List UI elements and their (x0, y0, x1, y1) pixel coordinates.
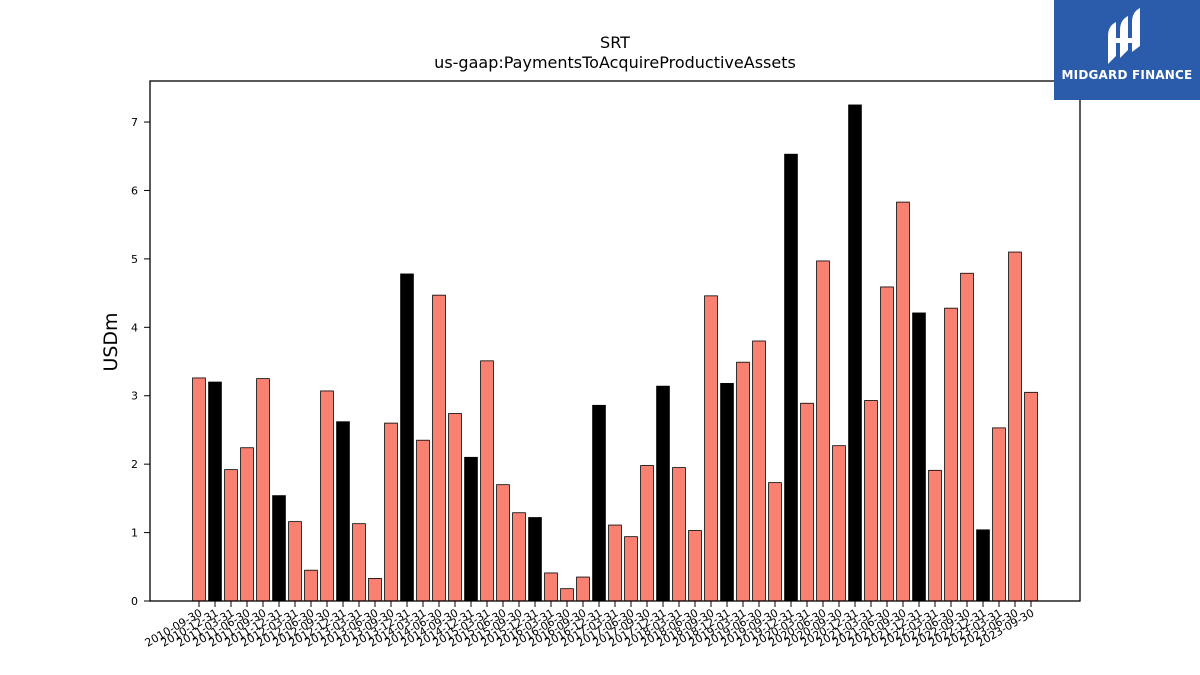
bar-2022-12-31 (976, 529, 990, 602)
bar-2022-06-30 (944, 307, 958, 602)
y-tick-label: 6 (131, 184, 138, 197)
bar-2011-03-31 (224, 469, 238, 602)
bar-2019-03-31 (736, 361, 750, 602)
bar-2020-12-31 (848, 104, 862, 602)
y-axis-ticks: 0 1 2 3 4 5 6 7 (131, 116, 150, 608)
y-tick-label: 2 (131, 458, 138, 471)
midgard-logo-icon (1108, 8, 1140, 64)
bar-2016-03-31 (544, 572, 558, 602)
bar-2016-06-30 (560, 588, 574, 602)
bar-2014-03-31 (416, 439, 430, 602)
y-axis-label: USDm (100, 312, 122, 371)
bar-2018-12-31 (720, 383, 734, 602)
bar-2019-09-30 (768, 482, 782, 602)
y-tick-label: 1 (131, 527, 138, 540)
bar-2021-12-31 (912, 312, 926, 602)
y-tick-label: 4 (131, 321, 138, 334)
logo-text: MIDGARD FINANCE (1061, 68, 1193, 82)
bar-2020-06-30 (816, 260, 830, 602)
bar-2023-03-31 (992, 427, 1006, 602)
bar-2012-06-30 (304, 569, 318, 602)
bar-2017-06-30 (624, 536, 638, 602)
bars-group (192, 104, 1038, 602)
y-tick-label: 3 (131, 390, 138, 403)
bar-2012-03-31 (288, 521, 302, 602)
bar-2010-09-30 (192, 377, 206, 602)
bar-2011-09-30 (256, 378, 270, 602)
bar-2016-09-30 (576, 576, 590, 602)
bar-2019-12-31 (784, 153, 798, 602)
bar-2015-12-31 (528, 517, 542, 602)
y-tick-label: 0 (131, 595, 138, 608)
bar-2021-06-30 (880, 286, 894, 602)
bar-2017-12-31 (656, 385, 670, 602)
bar-2011-12-31 (272, 495, 286, 602)
bar-2013-09-30 (384, 422, 398, 602)
bar-2018-03-31 (672, 467, 686, 602)
bar-2020-03-31 (800, 402, 814, 602)
bar-2014-06-30 (432, 294, 446, 602)
bar-2015-03-31 (480, 360, 494, 602)
x-axis-ticks: 2010-09-302010-12-312011-03-312011-06-30… (143, 601, 1037, 650)
bar-2021-03-31 (864, 400, 878, 602)
bar-2014-09-30 (448, 413, 462, 602)
bar-2010-12-31 (208, 381, 222, 602)
bar-2013-12-31 (400, 273, 414, 602)
bar-2018-06-30 (688, 530, 702, 602)
bar-2012-09-30 (320, 390, 334, 602)
bar-2015-09-30 (512, 512, 526, 602)
bar-2014-12-31 (464, 456, 478, 602)
midgard-finance-logo: MIDGARD FINANCE (1054, 0, 1200, 100)
bar-2011-06-30 (240, 447, 254, 602)
chart-title: SRT (600, 33, 630, 52)
bar-2017-03-31 (608, 524, 622, 602)
bar-2017-09-30 (640, 465, 654, 602)
bar-2023-06-30 (1008, 251, 1022, 602)
plot-frame (149, 80, 1081, 602)
bar-2021-09-30 (896, 201, 910, 602)
y-tick-label: 7 (131, 116, 138, 129)
bar-2023-09-30 (1024, 391, 1038, 602)
bar-2016-12-31 (592, 404, 606, 602)
bar-2013-06-30 (368, 578, 382, 602)
bar-2012-12-31 (336, 421, 350, 602)
bar-2020-09-30 (832, 445, 846, 602)
chart-subtitle: us-gaap:PaymentsToAcquireProductiveAsset… (434, 53, 796, 72)
bar-2019-06-30 (752, 340, 766, 602)
bar-2022-09-30 (960, 272, 974, 602)
bar-2022-03-31 (928, 469, 942, 602)
y-tick-label: 5 (131, 253, 138, 266)
bar-2018-09-30 (704, 295, 718, 602)
bar-2015-06-30 (496, 484, 510, 602)
bar-2013-03-31 (352, 523, 366, 602)
